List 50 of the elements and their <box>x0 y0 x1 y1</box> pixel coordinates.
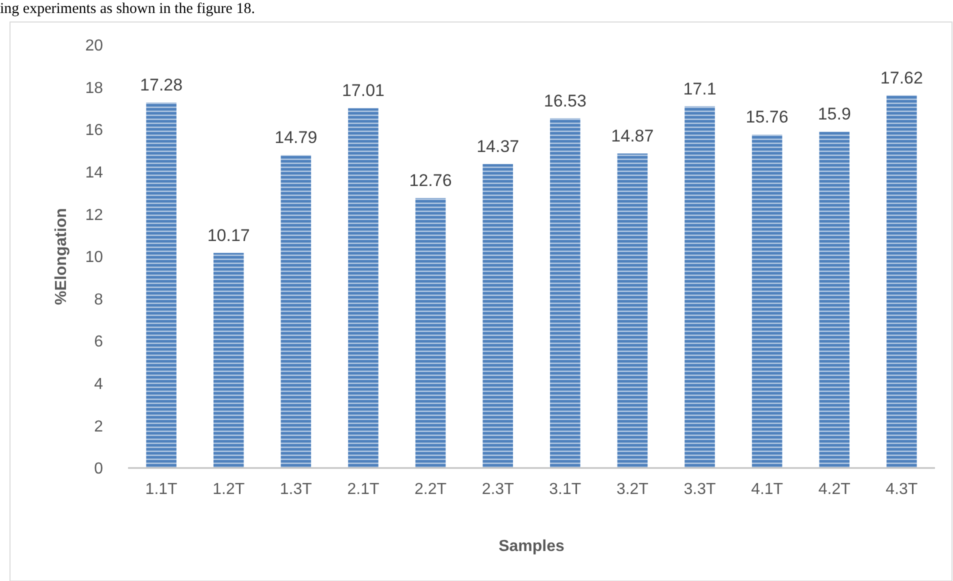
bar <box>482 164 513 468</box>
y-tick-label: 14 <box>85 164 104 182</box>
y-tick-label: 6 <box>94 334 104 351</box>
bar <box>819 132 850 468</box>
x-tick-label: 2.3T <box>482 481 514 498</box>
bar <box>886 95 917 468</box>
x-tick-label: 1.2T <box>212 481 245 498</box>
bar <box>348 108 378 468</box>
x-axis-title: Samples <box>498 538 565 555</box>
text: ing experiments as shown in the figure 18. <box>0 1 255 17</box>
data-label: 17.1 <box>683 79 716 98</box>
x-tick-label: 2.1T <box>347 481 380 498</box>
y-tick-label: 20 <box>85 38 104 55</box>
data-label: 17.01 <box>342 81 385 100</box>
data-label: 15.9 <box>818 104 851 124</box>
bar <box>280 155 312 468</box>
y-tick-label: 2 <box>94 418 104 436</box>
data-label: 14.79 <box>274 128 318 148</box>
y-tick-label: 16 <box>85 122 104 140</box>
data-label: 15.76 <box>746 108 788 127</box>
y-tick-label: 12 <box>85 206 104 224</box>
y-tick-label: 18 <box>85 80 104 97</box>
bar <box>146 102 176 468</box>
data-label: 14.87 <box>611 126 654 146</box>
x-tick-label: 4.2T <box>818 481 851 498</box>
x-tick-label: 1.1T <box>145 481 178 498</box>
data-label: 17.28 <box>140 76 183 95</box>
x-tick-label: 1.3T <box>280 481 312 498</box>
y-tick-label: 0 <box>94 460 104 478</box>
y-tick-label: 8 <box>94 291 104 308</box>
bar <box>684 106 715 468</box>
x-tick-label: 4.3T <box>886 481 918 498</box>
data-label: 12.76 <box>409 171 452 190</box>
y-tick-label: 4 <box>94 376 104 393</box>
bar <box>752 134 782 468</box>
x-tick-label: 4.1T <box>751 481 784 498</box>
x-tick-label: 3.3T <box>684 481 716 498</box>
bar <box>415 198 446 468</box>
y-axis-title: %Elongation <box>53 208 70 305</box>
x-tick-label: 3.1T <box>549 481 582 498</box>
y-tick-label: 10 <box>85 249 104 266</box>
data-label: 14.37 <box>476 137 520 156</box>
data-label: 17.62 <box>880 68 923 88</box>
bar <box>213 252 244 468</box>
bar <box>617 154 648 468</box>
data-label: 16.53 <box>544 91 586 110</box>
x-tick-label: 3.2T <box>616 481 649 498</box>
data-label: 10.17 <box>207 226 250 245</box>
bar <box>550 118 580 468</box>
x-tick-label: 2.2T <box>414 481 447 498</box>
